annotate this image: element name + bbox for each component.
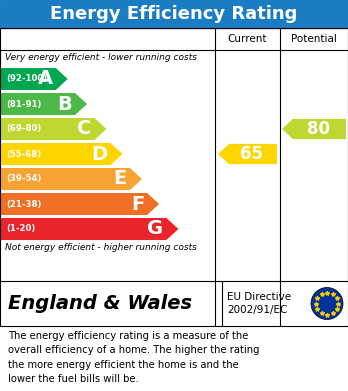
Text: G: G <box>147 219 164 239</box>
Text: 80: 80 <box>307 120 330 138</box>
Text: Energy Efficiency Rating: Energy Efficiency Rating <box>50 5 298 23</box>
Text: (39-54): (39-54) <box>6 174 41 183</box>
Polygon shape <box>218 144 277 164</box>
Polygon shape <box>0 218 179 240</box>
Polygon shape <box>0 193 159 215</box>
Circle shape <box>311 287 343 319</box>
Bar <box>0 0 348 28</box>
Text: A: A <box>38 70 53 88</box>
Polygon shape <box>0 68 68 90</box>
Text: B: B <box>57 95 72 113</box>
Text: (21-38): (21-38) <box>6 199 41 208</box>
Text: Current: Current <box>228 34 267 44</box>
Text: (1-20): (1-20) <box>6 224 35 233</box>
Text: (69-80): (69-80) <box>6 124 41 133</box>
Text: F: F <box>131 194 144 213</box>
Polygon shape <box>282 119 346 139</box>
Text: (55-68): (55-68) <box>6 149 41 158</box>
Text: The energy efficiency rating is a measure of the
overall efficiency of a home. T: The energy efficiency rating is a measur… <box>8 331 260 384</box>
Text: EU Directive
2002/91/EC: EU Directive 2002/91/EC <box>227 292 291 316</box>
Text: C: C <box>77 120 92 138</box>
Polygon shape <box>0 168 142 190</box>
Polygon shape <box>0 118 106 140</box>
Text: (92-100): (92-100) <box>6 75 47 84</box>
Text: 65: 65 <box>240 145 263 163</box>
Text: D: D <box>92 145 108 163</box>
Polygon shape <box>0 93 87 115</box>
Text: (81-91): (81-91) <box>6 99 41 108</box>
Polygon shape <box>0 143 122 165</box>
Text: E: E <box>114 170 127 188</box>
Text: Not energy efficient - higher running costs: Not energy efficient - higher running co… <box>5 244 197 253</box>
Text: Very energy efficient - lower running costs: Very energy efficient - lower running co… <box>5 54 197 63</box>
Text: England & Wales: England & Wales <box>8 294 192 313</box>
Text: Potential: Potential <box>291 34 337 44</box>
